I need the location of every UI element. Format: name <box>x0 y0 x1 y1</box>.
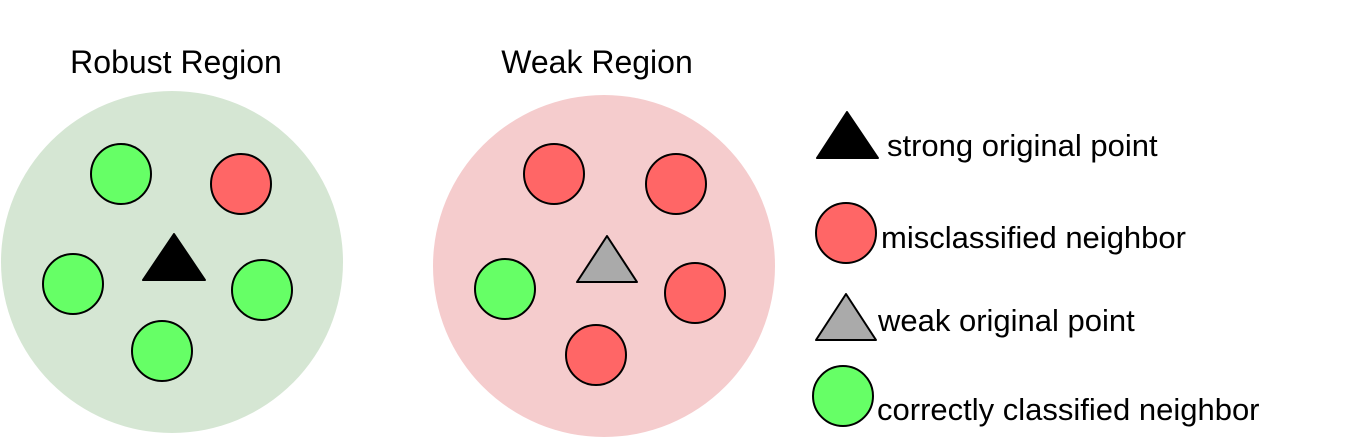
weak-neighbor-3 <box>474 258 536 320</box>
green-circle-icon <box>812 365 874 427</box>
legend-item-misclassified-neighbor: misclassified neighbor <box>815 202 1186 264</box>
weak-region-title: Weak Region <box>501 44 693 80</box>
robust-neighbor-5 <box>131 320 193 382</box>
robust-neighbor-1 <box>90 143 152 205</box>
robust-neighbor-3 <box>42 253 104 315</box>
gray-triangle-icon <box>815 293 877 341</box>
legend-item-weak-original-point: weak original point <box>815 293 1135 341</box>
robust-neighbor-4 <box>231 259 293 321</box>
weak-region: Weak Region <box>433 44 775 437</box>
black-triangle-icon <box>816 111 879 159</box>
strong-original-point-marker <box>142 233 206 281</box>
legend-item-strong-original-point: strong original point <box>816 111 1158 163</box>
weak-original-point-marker <box>576 235 638 283</box>
legend: strong original point misclassified neig… <box>812 111 1260 427</box>
red-circle-icon <box>815 202 877 264</box>
legend-label-weak-original-point: weak original point <box>877 303 1135 338</box>
robust-region: Robust Region <box>1 44 343 433</box>
robust-neighbor-2 <box>210 153 272 215</box>
legend-label-strong-original-point: strong original point <box>887 128 1158 163</box>
legend-label-misclassified-neighbor: misclassified neighbor <box>881 220 1186 255</box>
legend-label-correctly-classified-neighbor: correctly classified neighbor <box>877 392 1260 427</box>
weak-neighbor-4 <box>664 262 726 324</box>
legend-item-correctly-classified-neighbor: correctly classified neighbor <box>812 365 1260 427</box>
weak-neighbor-1 <box>523 143 585 205</box>
weak-neighbor-5 <box>565 324 627 386</box>
robust-region-title: Robust Region <box>70 44 282 80</box>
weak-neighbor-2 <box>645 153 707 215</box>
